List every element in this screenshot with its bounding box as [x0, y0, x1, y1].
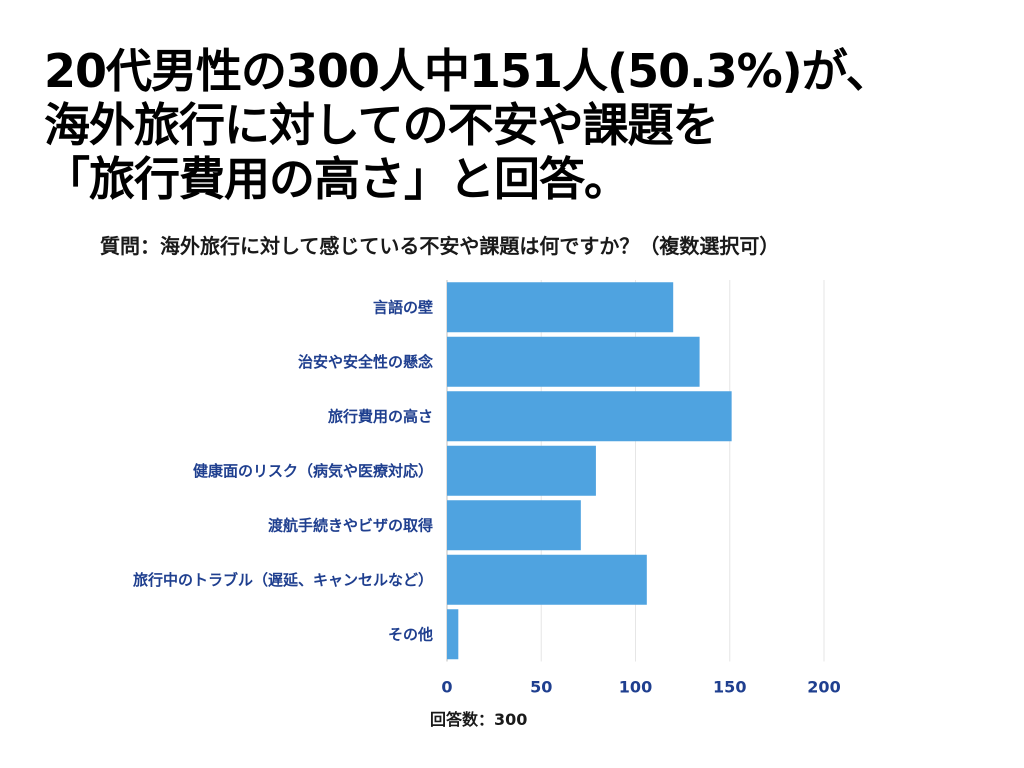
- bar: [447, 609, 459, 660]
- headline-line-2: 海外旅行に対しての不安や課題を: [44, 98, 719, 152]
- bar: [447, 500, 581, 551]
- bar: [447, 554, 647, 605]
- category-label: 治安や安全性の懸念: [298, 353, 433, 371]
- x-tick-label: 150: [713, 678, 746, 697]
- category-label: 旅行中のトラブル（遅延、キャンセルなど）: [133, 571, 433, 589]
- chart-title: 質問：海外旅行に対して感じている不安や課題は何ですか？（複数選択可）: [100, 234, 780, 258]
- x-tick-label: 0: [441, 678, 452, 697]
- bar: [447, 391, 732, 442]
- headline: 20代男性の300人中151人(50.3%)が、 海外旅行に対しての不安や課題を…: [44, 44, 1004, 206]
- bar: [447, 445, 596, 496]
- response-count: 回答数：300: [430, 710, 528, 729]
- bar: [447, 336, 700, 387]
- x-tick-label: 200: [807, 678, 840, 697]
- x-tick-label: 100: [619, 678, 652, 697]
- x-tick-label: 50: [530, 678, 552, 697]
- headline-line-1: 20代男性の300人中151人(50.3%)が、: [44, 44, 892, 98]
- category-label: 旅行費用の高さ: [328, 407, 433, 425]
- bar: [447, 282, 674, 333]
- headline-line-3: 「旅行費用の高さ」と回答。: [44, 152, 630, 206]
- category-label: 渡航手続きやビザの取得: [268, 516, 433, 534]
- category-label: 言語の壁: [373, 298, 433, 316]
- category-label: その他: [388, 625, 433, 643]
- category-label: 健康面のリスク（病気や医療対応）: [193, 462, 433, 480]
